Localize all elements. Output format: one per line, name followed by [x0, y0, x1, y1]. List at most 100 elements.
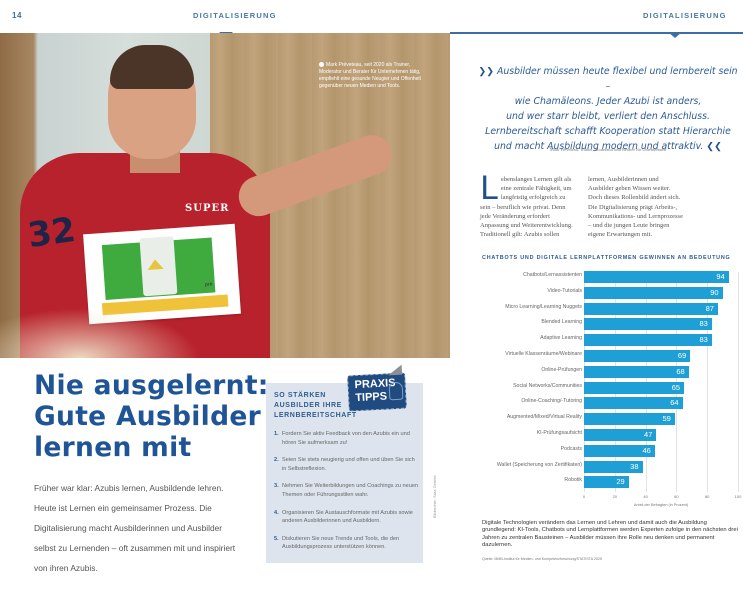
tip-number: 3.: [274, 483, 279, 490]
bar-row: KI-Prüfungsaufsicht 47: [470, 428, 743, 442]
bar-label: Virtuelle Klassenräume/Webinare: [505, 351, 582, 357]
bar: 90: [584, 286, 723, 299]
bar-value: 94: [716, 272, 725, 281]
bar-row: Augmented/Mixed/Virtual Reality 59: [470, 412, 743, 426]
quote-open-icon: ❯❯: [478, 66, 494, 77]
tips-list: 1. Fordern Sie aktiv Feedback von den Azu…: [274, 430, 419, 561]
card-logo: pré: [204, 281, 213, 289]
bar-value: 47: [644, 430, 653, 439]
bar-value: 68: [676, 366, 685, 376]
bar-row: Online-Prüfungen 68: [470, 365, 743, 379]
bar-label: Social Networks/Communities: [513, 382, 582, 389]
photo-caption-text: Mark Préveteau, seit 2020 als Trainer, M…: [319, 62, 421, 89]
tip-item: 3. Nehmen Sie Weiterbildungen und Coachin…: [274, 482, 419, 499]
x-tick: 20: [612, 494, 618, 499]
bar-label: Blended Learning: [541, 319, 582, 326]
tip-item: 2. Seien Sie stets neugierig und offen un…: [274, 456, 419, 473]
bar-row: Wallet (Speicherung von Zertifikaten) 38: [470, 460, 743, 474]
headline-line-2: Gute Ausbilder: [34, 401, 261, 432]
quote-line: Lernbereitschaft schafft Kooperation sta…: [485, 126, 731, 137]
body-column-1-text: ebenslanges Lernen gilt als eine zentral…: [480, 176, 573, 239]
badge-line-2: TIPPS: [354, 390, 388, 405]
x-tick: 80: [704, 494, 710, 499]
quote-line: Ausbilder müssen heute flexibel und lern…: [496, 66, 738, 92]
tip-text: Seien Sie stets neugierig und offen und …: [282, 457, 415, 472]
grid-line: [707, 272, 708, 492]
bar-label: Podcasts: [560, 445, 582, 452]
quote-line: und wer starr bleibt, verliert den Ansch…: [506, 111, 710, 122]
section-header-right: DIGITALISIERUNG: [643, 11, 727, 20]
bar-value: 29: [616, 477, 625, 487]
bar: 87: [584, 302, 718, 315]
x-tick: 0: [582, 494, 586, 499]
bar-row: Social Networks/Communities 65: [470, 381, 743, 395]
bar-value: 46: [642, 445, 651, 455]
bar-row: Virtuelle Klassenräume/Webinare 69: [470, 349, 743, 363]
tip-text: Fordern Sie aktiv Feedback von den Azubi…: [282, 431, 410, 446]
tips-title-line-3: LERNBEREITSCHAFT: [274, 412, 357, 419]
headline-line-1: Nie ausgelernt:: [34, 370, 269, 401]
tip-item: 5. Diskutieren Sie neue Trends und Tools,…: [274, 535, 419, 552]
photo-credit: Bildrechte: Sara Gehrke: [432, 475, 437, 518]
bar: 83: [584, 318, 712, 331]
bar: 29: [584, 476, 629, 489]
bar-label: Wallet (Speicherung von Zertifikaten): [496, 461, 582, 468]
page-number: 14: [12, 11, 22, 20]
quote-line: wie Chamäleons. Jeder Azubi ist anders,: [514, 96, 702, 107]
bar-value: 38: [630, 461, 639, 471]
header-rule: [450, 32, 743, 34]
card-mountain-icon: [146, 258, 164, 270]
bar-row: Video-Tutorials 90: [470, 286, 743, 300]
tips-title: SO STÄRKEN AUSBILDER IHRE LERNBEREITSCHA…: [274, 391, 357, 421]
section-header-left: DIGITALISIERUNG: [193, 11, 277, 20]
bar-label: Online-Prüfungen: [541, 366, 582, 373]
tip-text: Nehmen Sie Weiterbildungen und Coachings…: [282, 483, 419, 498]
praxis-tips-box: SO STÄRKEN AUSBILDER IHRE LERNBEREITSCHA…: [266, 383, 423, 563]
bar-row: Blended Learning 83: [470, 317, 743, 331]
bar: 46: [584, 444, 655, 457]
bar: 47: [584, 429, 657, 441]
bar-label: Micro Learning/Learning Nuggets: [505, 303, 582, 310]
bar-row: Online-Coaching/-Tutoring 64: [470, 396, 743, 410]
bar-row: Podcasts 46: [470, 444, 743, 458]
grid-line: [738, 272, 739, 492]
photo-foreground-blur: [0, 308, 200, 358]
bar-label: Adaptive Learning: [540, 335, 582, 342]
body-column-2: lernen, Ausbilderinnen und Ausbilder geb…: [588, 176, 683, 239]
dropcap: L: [480, 169, 498, 207]
bar-row: Chatbots/Lernassistenten 94: [470, 270, 743, 284]
quote-source: Mark Préveteau, Trainer, Moderator und B…: [549, 147, 667, 152]
x-tick: 40: [643, 494, 648, 499]
quote-close-icon: ❮❮: [706, 141, 722, 152]
bar: 69: [584, 350, 691, 362]
bar-label: Online-Coaching/-Tutoring: [521, 398, 582, 405]
x-tick: 100: [734, 494, 742, 499]
photo-caption: Mark Préveteau, seit 2020 als Trainer, M…: [319, 62, 434, 90]
tip-item: 4. Organisieren Sie Austauschformate mit …: [274, 509, 419, 526]
header-notch-right: [668, 32, 682, 38]
bar-label: Chatbots/Lernassistenten: [523, 272, 582, 278]
bar-value: 65: [671, 382, 681, 392]
lightbulb-icon: [388, 381, 404, 401]
bar: 64: [584, 397, 683, 410]
badge-flag-icon: [387, 364, 403, 376]
bar-value: 83: [699, 319, 708, 329]
bar-label: Video-Tutorials: [547, 287, 582, 294]
bar-row: Robotik 29: [470, 475, 743, 489]
info-icon: [319, 62, 324, 68]
tip-number: 2.: [274, 457, 279, 464]
tip-text: Diskutieren Sie neue Trends und Tools, d…: [282, 535, 400, 551]
chart-summary: Digitale Technologien verändern das Lern…: [482, 520, 738, 549]
bar-value: 69: [677, 351, 687, 360]
trainer-photo: 32 SUPER pré: [0, 33, 450, 358]
bar-value: 87: [705, 303, 714, 313]
tip-text: Organisieren Sie Austauschformate mit Az…: [282, 509, 413, 525]
tip-item: 1. Fordern Sie aktiv Feedback von den Azu…: [274, 430, 419, 447]
chart-source: Quelle: MMB-Institut für Medien- und Kom…: [482, 557, 602, 561]
article-lead: Früher war klar: Azubis lernen, Ausbilde…: [34, 483, 236, 573]
quote-line: und macht Ausbildung modern und attrakti…: [494, 141, 704, 152]
tip-number: 1.: [274, 431, 279, 437]
bar-row: Micro Learning/Learning Nuggets 87: [470, 302, 743, 316]
bar-label: KI-Prüfungsaufsicht: [536, 430, 582, 436]
